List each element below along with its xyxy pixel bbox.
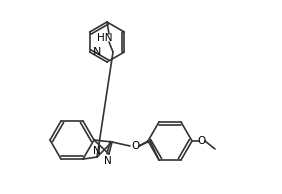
Text: N: N: [104, 156, 112, 166]
Text: N: N: [93, 47, 101, 57]
Text: HN: HN: [97, 33, 113, 43]
Text: N: N: [93, 146, 101, 156]
Text: O: O: [132, 141, 140, 151]
Text: O: O: [198, 136, 206, 146]
